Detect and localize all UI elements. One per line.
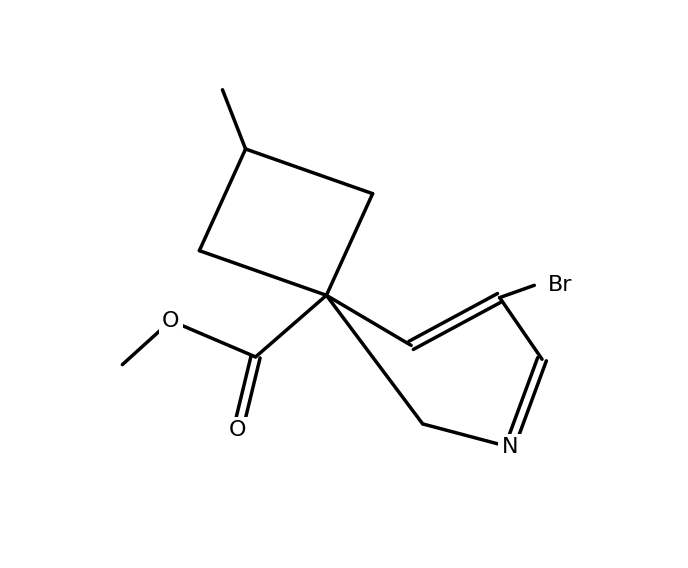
Text: O: O (162, 311, 180, 331)
Text: O: O (229, 420, 246, 440)
Text: Br: Br (548, 275, 572, 295)
Text: N: N (502, 437, 518, 457)
